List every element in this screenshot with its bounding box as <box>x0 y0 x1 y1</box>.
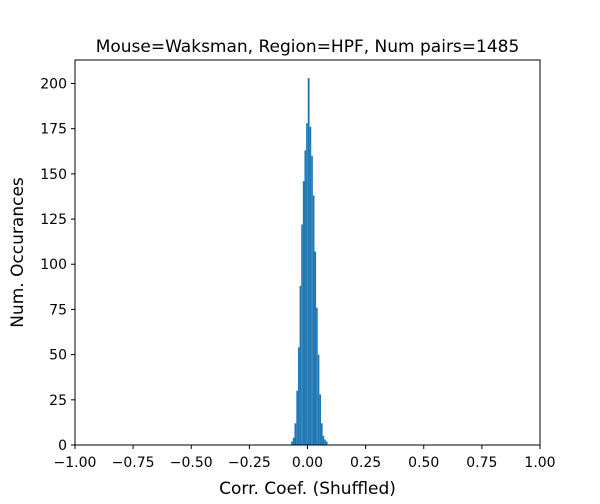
histogram-bar <box>311 155 313 446</box>
histogram-bar <box>325 441 328 445</box>
histogram-bar <box>306 123 308 445</box>
histogram-bar <box>319 394 321 445</box>
histogram-bar <box>296 390 298 445</box>
histogram-bar <box>297 347 300 445</box>
histogram-bars <box>291 78 328 446</box>
histogram-bar <box>316 307 318 445</box>
y-tick-label: 100 <box>40 257 67 273</box>
histogram-bar <box>324 439 326 445</box>
x-tick-label: 0.25 <box>350 455 381 471</box>
x-tick-label: −0.25 <box>228 455 271 471</box>
x-tick-label: 0.00 <box>292 455 323 471</box>
histogram-bar <box>317 354 320 445</box>
x-axis-ticks: −1.00 −0.75 −0.50 −0.25 0.00 0.25 0.50 0.75 1.00 <box>54 445 556 471</box>
x-tick-label: 0.75 <box>466 455 497 471</box>
histogram-bar <box>302 181 305 445</box>
y-tick-label: 50 <box>49 348 67 364</box>
histogram-bar <box>301 224 303 445</box>
histogram-bar <box>291 441 293 445</box>
x-tick-label: −0.50 <box>170 455 213 471</box>
histogram-bar <box>309 126 312 445</box>
x-tick-label: −1.00 <box>54 455 97 471</box>
y-axis-label: Num. Occurances <box>8 177 28 328</box>
y-tick-label: 175 <box>40 122 67 138</box>
histogram-bar <box>292 437 295 445</box>
y-axis-ticks: 0 25 50 75 100 125 150 175 200 <box>40 76 75 454</box>
y-tick-label: 75 <box>49 302 67 318</box>
x-tick-label: 1.00 <box>524 455 555 471</box>
histogram-bar <box>294 423 297 445</box>
plot-frame <box>74 59 541 446</box>
y-tick-label: 25 <box>49 393 67 409</box>
y-tick-label: 150 <box>40 167 67 183</box>
histogram-bar <box>307 78 310 445</box>
x-tick-label: −0.75 <box>112 455 155 471</box>
chart-title: Mouse=Waksman, Region=HPF, Num pairs=148… <box>96 37 520 57</box>
y-tick-label: 200 <box>40 76 67 92</box>
y-tick-label: 0 <box>58 438 67 454</box>
x-axis-label: Corr. Coef. (Shuffled) <box>219 479 396 499</box>
histogram-bar <box>312 195 315 445</box>
histogram-bar <box>322 435 325 445</box>
histogram-bar <box>314 251 317 445</box>
y-tick-label: 125 <box>40 212 67 228</box>
histogram-bar <box>320 423 323 445</box>
x-tick-label: 0.50 <box>408 455 439 471</box>
histogram-bar <box>299 285 302 445</box>
histogram-bar <box>304 150 307 445</box>
